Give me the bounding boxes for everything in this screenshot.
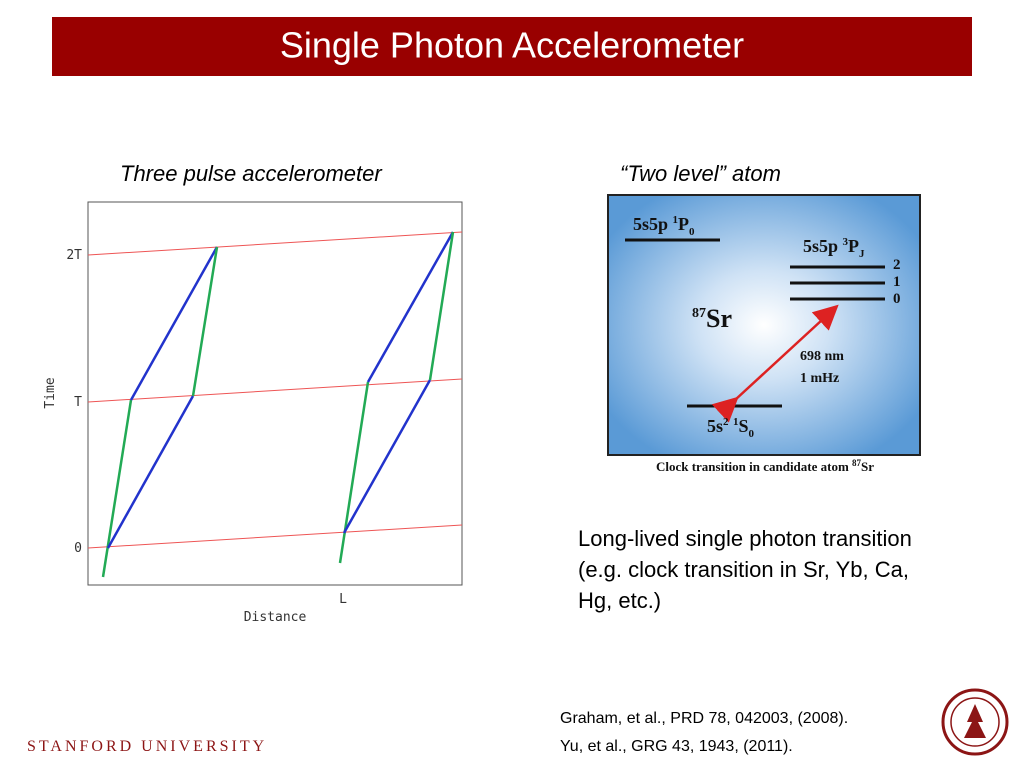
reference: Graham, et al., PRD 78, 042003, (2008). <box>560 710 848 727</box>
energy-diagram <box>607 194 921 456</box>
sublevel-label: 0 <box>893 291 901 307</box>
body-text: (e.g. clock transition in Sr, Yb, Ca, <box>578 557 909 582</box>
y-tick-label: 0 <box>74 541 82 556</box>
sublevel-label: 1 <box>893 274 901 290</box>
caption: “Two level” atom <box>620 161 781 186</box>
trajectories <box>101 231 455 578</box>
body-text: Long-lived single photon transition <box>578 526 912 551</box>
x-axis-label: Distance <box>244 610 307 625</box>
level-label: 5s2 1S0 <box>707 416 755 440</box>
title-bar <box>52 17 972 76</box>
sublevel-label: 2 <box>893 257 901 273</box>
linewidth: 1 mHz <box>800 371 839 386</box>
wavelength: 698 nm <box>800 349 844 364</box>
y-tick-label: 2T <box>66 248 82 263</box>
seal <box>941 688 1009 756</box>
footer-logo: STANFORD UNIVERSITY <box>27 738 267 755</box>
plot-frame <box>87 201 463 586</box>
slide-title: Single Photon Accelerometer <box>280 25 744 66</box>
level-label: 5s5p 3PJ <box>803 236 865 260</box>
caption: Three pulse accelerometer <box>120 161 383 186</box>
reference: Yu, et al., GRG 43, 1943, (2011). <box>560 738 793 755</box>
y-axis-label: Time <box>43 377 58 408</box>
pulse-lines <box>87 231 463 549</box>
y-tick-label: T <box>74 395 82 410</box>
x-tick-label: L <box>339 592 347 607</box>
level-label: 5s5p 1P0 <box>633 214 695 238</box>
transition-arrow <box>711 304 839 423</box>
figure-caption: Clock transition in candidate atom 87Sr <box>656 458 874 474</box>
body-text: Hg, etc.) <box>578 588 661 613</box>
